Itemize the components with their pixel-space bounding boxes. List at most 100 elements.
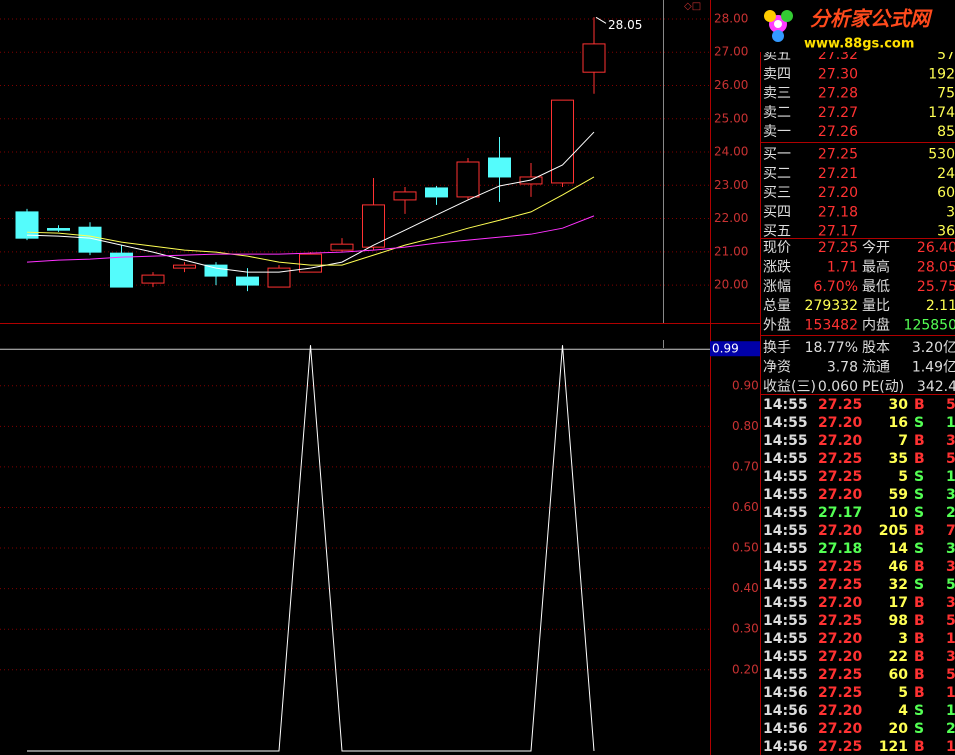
tick-volume: 10 [889,505,909,521]
y-tick-label: 21.00 [714,244,748,258]
stat-label: 总量 [763,298,791,314]
stat-label: 股本 [862,340,890,356]
tick-price: 27.25 [818,451,862,467]
y-tick-label: 24.00 [714,145,748,159]
y-tick-label: 22.00 [714,211,748,225]
high-pointer [595,16,607,24]
candle-body [47,228,70,231]
stat-label: 净资 [763,359,791,375]
tick-side: B [914,523,925,539]
book-volume: 85 [937,124,955,140]
candle-body [15,211,39,239]
candle-body [267,267,291,288]
stat-value: 6.70% [814,279,858,295]
stat-value: 153482 [805,318,858,334]
tick-time: 14:55 [763,505,808,521]
tick-side: B [914,667,925,683]
tick-volume: 32 [889,577,908,593]
tick-side: B [914,739,925,755]
tick-price: 27.20 [818,595,863,611]
tick-price: 27.20 [818,721,863,737]
tick-volume: 4 [898,703,908,719]
stat-value: 279332 [805,298,858,314]
book-label: 买四 [763,204,791,220]
tick-count: 5 [946,667,955,683]
tick-price: 27.20 [818,631,863,647]
tick-time: 14:55 [763,469,808,485]
tick-price: 27.20 [818,649,863,665]
candle-body [425,187,448,198]
book-price: 27.25 [818,147,858,163]
book-volume: 192 [928,66,955,82]
book-volume: 24 [937,166,955,182]
indicator-line [27,345,595,752]
tick-price: 27.25 [818,667,862,683]
tick-count: 1 [946,703,955,719]
candle-body [362,204,385,248]
tick-volume: 98 [889,613,908,629]
tick-time: 14:55 [763,487,808,503]
tick-price: 27.20 [818,415,863,431]
stat-label: 今开 [862,240,890,256]
stat-value: 0.060 [818,379,858,395]
y-tick-label: 0.80 [732,419,759,433]
tick-price: 27.25 [818,613,862,629]
tick-side: S [914,577,924,593]
tick-count: 5 [946,451,955,467]
stat-label: 内盘 [862,317,890,334]
stat-value: 26.40 [917,240,955,256]
candle-body [110,252,133,288]
candle-body [173,264,196,269]
stat-value: 1.71 [827,259,858,275]
y-tick-label: 0.40 [732,581,759,595]
tick-volume: 14 [889,541,909,557]
book-volume: 3 [946,204,955,220]
stat-label: 最高 [862,258,890,275]
book-price: 27.18 [818,204,858,220]
tick-time: 14:55 [763,631,808,647]
tick-side: B [914,631,925,647]
tick-count: 3 [946,541,955,557]
tick-time: 14:55 [763,667,808,683]
book-price: 27.17 [818,224,858,240]
y-tick-label: 0.50 [732,541,759,555]
y-tick-label: 26.00 [714,78,748,92]
tick-time: 14:55 [763,595,808,611]
tick-price: 27.25 [818,577,862,593]
tick-time: 14:55 [763,559,808,575]
tick-volume: 59 [889,487,908,503]
book-label: 卖四 [763,66,791,82]
candle-body [330,243,354,251]
tick-time: 14:55 [763,433,808,449]
stat-value: 342.4 [917,379,955,395]
logo-flower [781,10,793,22]
tick-time: 14:55 [763,577,808,593]
tick-volume: 5 [898,685,908,701]
stat-label: 最低 [862,279,890,295]
y-tick-label: 0.90 [732,378,759,392]
tick-side: B [914,433,925,449]
tick-count: 3 [946,433,955,449]
tick-side: S [914,487,924,503]
stat-label: 收益(三) [763,379,816,395]
moving-average [26,176,595,266]
tick-count: 3 [946,487,955,503]
candle-body [141,274,165,284]
tick-volume: 7 [898,433,908,449]
tick-price: 27.20 [818,703,863,719]
tick-volume: 60 [889,667,909,683]
candle-body [551,99,574,184]
book-volume: 174 [928,105,955,121]
tick-time: 14:55 [763,415,808,431]
tick-time: 14:55 [763,523,808,539]
tick-side: B [914,649,925,665]
tick-volume: 35 [889,451,908,467]
tick-volume: 5 [898,469,908,485]
tick-count: 7 [946,523,955,539]
tick-count: 3 [946,595,955,611]
tick-count: 3 [946,649,955,665]
candle-body [299,253,322,273]
tick-time: 14:56 [763,685,808,701]
